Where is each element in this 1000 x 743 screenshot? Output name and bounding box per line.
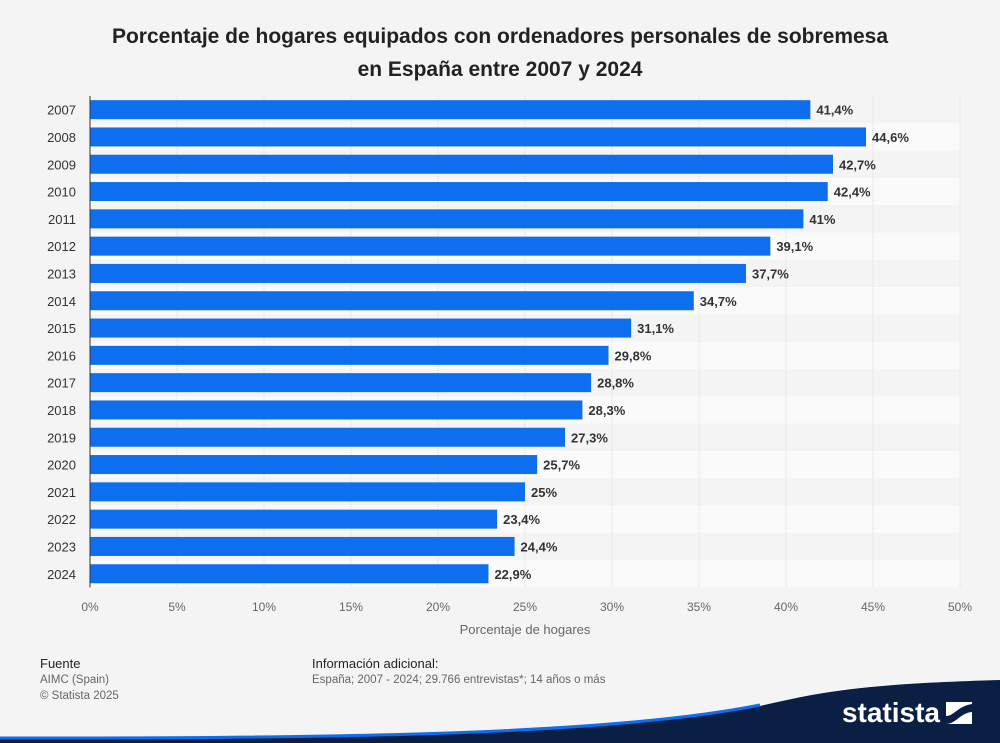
bar [90, 127, 867, 147]
category-label: 2009 [47, 157, 76, 172]
statista-logo: statista [842, 697, 972, 729]
x-tick-label: 30% [600, 600, 624, 614]
bar [90, 536, 515, 556]
bar [90, 345, 609, 365]
chart-title-line-1: Porcentaje de hogares equipados con orde… [111, 25, 889, 48]
x-tick-label: 50% [948, 600, 972, 614]
statista-mark-icon [946, 702, 972, 724]
category-label: 2024 [47, 567, 76, 582]
value-label: 31,1% [637, 321, 674, 336]
value-label: 42,4% [834, 185, 871, 200]
additional-info-label: Información adicional: [312, 656, 439, 671]
value-label: 34,7% [700, 294, 737, 309]
bar [90, 318, 632, 338]
value-label: 27,3% [571, 430, 608, 445]
value-label: 37,7% [752, 266, 789, 281]
value-label: 22,9% [494, 567, 531, 582]
category-label: 2008 [47, 130, 76, 145]
x-tick-label: 20% [426, 600, 450, 614]
value-label: 41,4% [816, 103, 853, 118]
bar [90, 400, 583, 420]
value-label: 39,1% [776, 239, 813, 254]
value-label: 44,6% [872, 130, 909, 145]
value-label: 25,7% [543, 458, 580, 473]
category-label: 2013 [47, 266, 76, 281]
bar [90, 154, 833, 174]
category-label: 2019 [47, 430, 76, 445]
bar [90, 236, 771, 256]
source-name: AIMC (Spain) [40, 674, 110, 686]
chart-title-line-2: en España entre 2007 y 2024 [357, 58, 643, 81]
bar [90, 100, 811, 120]
category-label: 2007 [47, 103, 76, 118]
category-label: 2020 [47, 458, 76, 473]
source-label: Fuente [40, 656, 81, 671]
category-label: 2016 [47, 348, 76, 363]
bar [90, 373, 592, 393]
category-label: 2017 [47, 376, 76, 391]
value-label: 28,8% [597, 376, 634, 391]
x-tick-label: 0% [81, 600, 99, 614]
bar [90, 209, 804, 229]
x-axis-label: Porcentaje de hogares [460, 622, 591, 637]
bar [90, 509, 498, 529]
value-label: 23,4% [503, 512, 540, 527]
category-label: 2010 [47, 185, 76, 200]
category-label: 2021 [47, 485, 76, 500]
category-label: 2023 [47, 539, 76, 554]
x-tick-label: 25% [513, 600, 537, 614]
value-label: 28,3% [588, 403, 625, 418]
value-label: 42,7% [839, 157, 876, 172]
value-label: 25% [531, 485, 557, 500]
x-tick-label: 5% [168, 600, 186, 614]
x-tick-label: 45% [861, 600, 885, 614]
x-tick-label: 10% [252, 600, 276, 614]
value-label: 29,8% [615, 348, 652, 363]
bar-chart: 2007 41,4% 2008 44,6% 2009 42,7% 2010 42,4% 2011… [47, 96, 972, 637]
bar [90, 427, 566, 447]
statista-logo-text: statista [841, 697, 940, 728]
x-tick-label: 15% [339, 600, 363, 614]
x-tick-label: 40% [774, 600, 798, 614]
bar [90, 482, 525, 502]
bar [90, 182, 828, 202]
copyright-text: © Statista 2025 [40, 690, 119, 702]
category-label: 2011 [48, 212, 76, 227]
value-label: 24,4% [521, 539, 558, 554]
bar [90, 291, 694, 311]
additional-info-text: España; 2007 - 2024; 29.766 entrevistas*… [312, 674, 606, 686]
category-label: 2022 [47, 512, 76, 527]
x-tick-label: 35% [687, 600, 711, 614]
bar [90, 564, 489, 584]
category-label: 2012 [47, 239, 76, 254]
bar [90, 455, 538, 475]
category-label: 2015 [47, 321, 76, 336]
value-label: 41% [809, 212, 835, 227]
category-label: 2014 [47, 294, 76, 309]
category-label: 2018 [47, 403, 76, 418]
bar [90, 263, 746, 283]
chart-title: Porcentaje de hogares equipados con orde… [0, 20, 1000, 86]
